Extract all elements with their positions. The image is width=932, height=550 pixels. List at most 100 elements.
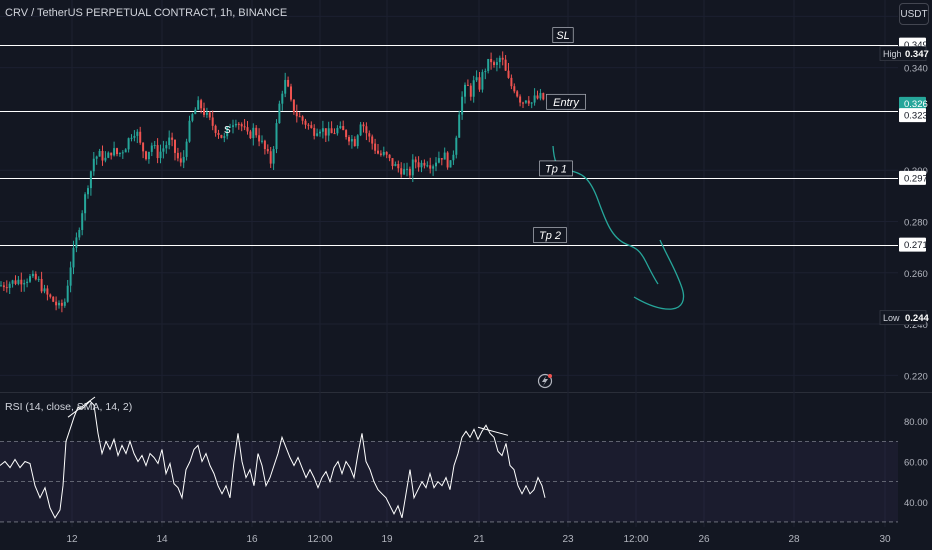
candle-body xyxy=(55,301,58,306)
candle-body xyxy=(304,120,307,125)
rsi-line xyxy=(0,400,546,519)
candle-body xyxy=(298,116,301,118)
candle-body xyxy=(176,152,179,159)
candle-body xyxy=(495,62,498,66)
candle-body xyxy=(513,86,516,92)
candle-body xyxy=(118,152,121,155)
candle-body xyxy=(81,213,84,230)
price-levels xyxy=(0,45,898,246)
candle-body xyxy=(385,151,388,155)
candle-body xyxy=(63,301,66,306)
candle-body xyxy=(437,158,440,163)
candle-body xyxy=(408,168,411,176)
candle-body xyxy=(281,93,284,104)
candle-body xyxy=(29,276,31,282)
candle-body xyxy=(487,58,490,71)
candle-body xyxy=(501,57,504,60)
symbol-title: CRV / TetherUS PERPETUAL CONTRACT, 1h, B… xyxy=(5,7,288,19)
level-label-box xyxy=(546,93,586,110)
candle-body xyxy=(530,102,533,104)
candle-body xyxy=(75,237,78,248)
candle-body xyxy=(394,163,397,167)
level-price-badge xyxy=(899,108,926,123)
candle-body xyxy=(391,158,394,167)
y-tick-label: 0.280 xyxy=(904,218,928,229)
candle-body xyxy=(217,132,220,135)
candle-body xyxy=(8,283,11,288)
projection-hook xyxy=(633,239,685,310)
candle-body xyxy=(284,79,287,94)
candle-body xyxy=(510,77,513,87)
candle-body xyxy=(324,128,327,136)
candle-body xyxy=(452,154,455,161)
candle-body xyxy=(472,80,475,97)
price-axis[interactable]: 0.3600.3400.3000.2800.2600.2400.2200.349… xyxy=(879,12,929,382)
candle-body xyxy=(484,70,487,73)
rsi-pane: 80.00 60.00 40.00 xyxy=(0,396,928,523)
time-axis[interactable]: 12 14 16 12:00 19 21 23 12:00 26 28 30 xyxy=(66,534,891,545)
candle-body xyxy=(507,70,510,78)
badge-value: 0.244 xyxy=(905,313,929,324)
candle-body xyxy=(365,126,368,134)
candle-body xyxy=(78,229,81,238)
candle-body xyxy=(89,171,92,189)
candle-body xyxy=(522,102,524,104)
rsi-title: RSI (14, close, SMA, 14, 2) xyxy=(5,401,133,413)
currency-button[interactable]: USDT xyxy=(899,3,929,25)
candle-body xyxy=(292,99,295,113)
level-price-value: 0.349 xyxy=(904,40,928,51)
candle-body xyxy=(246,127,249,132)
rsi-divergence-line xyxy=(477,426,509,436)
candle-body xyxy=(147,151,150,160)
candle-body xyxy=(359,124,362,136)
lightning-icon-ring xyxy=(537,373,553,389)
candle-body xyxy=(382,151,385,155)
notification-dot xyxy=(548,374,552,378)
candle-body xyxy=(478,77,481,90)
candle-body xyxy=(116,148,118,155)
candle-body xyxy=(203,108,205,115)
signal-marker: S xyxy=(224,125,231,136)
candle-body xyxy=(46,288,49,295)
candle-body xyxy=(249,131,252,139)
candle-body xyxy=(333,133,336,135)
candle-body xyxy=(464,84,466,97)
candle-body xyxy=(261,140,263,142)
level-price-value: 0.271 xyxy=(904,240,928,251)
candle-body xyxy=(420,162,423,168)
candle-body xyxy=(37,278,40,280)
candle-body xyxy=(69,267,72,286)
candle-body xyxy=(536,95,539,99)
current-price-value: 0.326 xyxy=(904,99,928,110)
rsi-tick-label: 60.00 xyxy=(904,458,928,469)
candle-body xyxy=(316,133,319,136)
candle-body xyxy=(159,151,162,159)
candle-body xyxy=(214,125,217,133)
candle-body xyxy=(156,145,159,159)
candle-body xyxy=(443,152,446,160)
level-label-tp-1: Tp 1 xyxy=(545,163,567,175)
candle-body xyxy=(310,125,313,128)
grid xyxy=(0,0,932,527)
y-tick-label: 0.340 xyxy=(904,64,928,75)
candle-body xyxy=(200,100,203,109)
candle-body xyxy=(255,127,258,136)
candle-body xyxy=(327,128,330,136)
candle-body xyxy=(165,145,168,149)
candle-body xyxy=(263,140,266,150)
candle-body xyxy=(188,120,191,142)
candle-body xyxy=(243,126,246,128)
candle-body xyxy=(339,126,342,129)
candle-body xyxy=(49,294,52,297)
candle-body xyxy=(400,168,403,175)
level-price-value: 0.323 xyxy=(904,111,928,122)
drawing-labels: S SL Entry Tp 1 Tp 2 xyxy=(224,27,586,243)
candle-body xyxy=(43,288,46,292)
candle-body xyxy=(379,153,382,155)
candle-body xyxy=(185,141,188,157)
candle-body xyxy=(356,135,359,147)
candle-body xyxy=(232,125,234,127)
candle-body xyxy=(397,163,400,169)
candle-body xyxy=(348,137,350,142)
